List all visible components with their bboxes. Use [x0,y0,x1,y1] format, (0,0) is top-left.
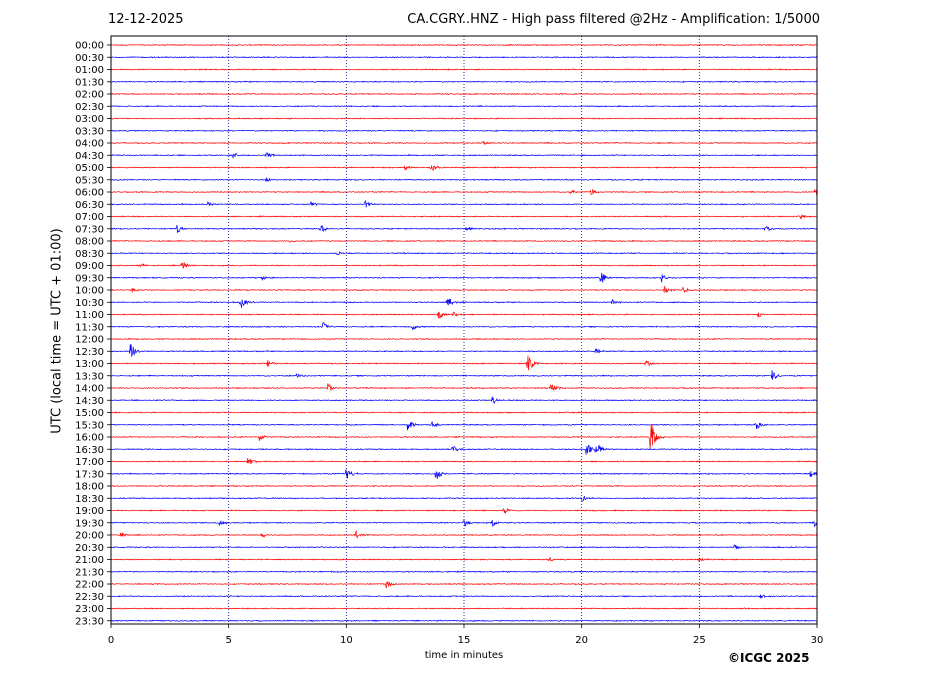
row-label: 10:30 [75,298,104,309]
row-label: 03:30 [75,126,104,137]
row-label: 06:00 [75,188,104,199]
row-label: 19:00 [75,506,104,517]
trace-0400 [110,140,818,146]
row-label: 12:00 [75,335,104,346]
row-label: 13:00 [75,359,104,370]
row-label: 20:30 [75,543,104,554]
trace-2330 [110,619,818,622]
x-tick-label: 5 [225,635,231,646]
trace-0300 [110,117,818,120]
row-label: 12:30 [75,347,104,358]
row-label: 00:00 [75,41,104,52]
row-label: 11:30 [75,322,104,333]
row-label: 02:30 [75,102,104,113]
row-label: 23:00 [75,604,104,615]
trace-1630 [110,444,818,455]
trace-1700 [110,458,818,464]
copyright-label: ©ICGC 2025 [728,651,810,665]
row-label: 02:00 [75,90,104,101]
trace-2130 [110,570,818,574]
x-tick-label: 25 [693,635,706,646]
trace-0600 [110,188,818,196]
trace-0330 [110,129,818,132]
trace-1130 [110,322,818,331]
row-label: 17:30 [75,469,104,480]
row-label: 03:00 [75,114,104,125]
trace-2200 [110,581,818,589]
row-label: 22:30 [75,592,104,603]
trace-1030 [110,298,818,308]
row-label: 06:30 [75,200,104,211]
row-label: 18:00 [75,482,104,493]
row-label: 14:00 [75,384,104,395]
row-label: 07:30 [75,224,104,235]
row-label: 09:00 [75,261,104,272]
trace-1500 [110,411,818,414]
row-label: 21:00 [75,555,104,566]
row-label: 08:30 [75,249,104,260]
chart-title: CA.CGRY..HNZ - High pass filtered @2Hz -… [407,12,820,27]
row-label: 21:30 [75,567,104,578]
grid-layer [228,36,700,624]
row-label: 01:00 [75,65,104,76]
row-label: 10:00 [75,286,104,297]
trace-0430 [110,152,818,158]
row-label: 05:00 [75,163,104,174]
row-label: 01:30 [75,77,104,88]
trace-0500 [110,165,818,172]
trace-1100 [110,311,818,319]
x-tick-label: 0 [108,635,114,646]
date-label: 12-12-2025 [108,12,184,27]
row-label: 22:00 [75,580,104,591]
row-label: 08:00 [75,237,104,248]
trace-2300 [110,607,818,610]
row-label: 00:30 [75,53,104,64]
y-axis-label: UTC (local time = UTC + 01:00) [49,228,65,434]
x-axis-label: time in minutes [424,650,504,661]
row-label: 18:30 [75,494,104,505]
row-label: 05:30 [75,175,104,186]
row-label: 15:00 [75,408,104,419]
plot-frame [110,35,818,625]
x-ticks: 0 5 10 15 20 25 30 [108,624,824,646]
x-tick-label: 15 [458,635,471,646]
trace-1600 [111,424,818,450]
trace-0900 [110,262,818,270]
x-tick-label: 30 [811,635,824,646]
row-label: 09:30 [75,273,104,284]
row-label: 14:30 [75,396,104,407]
row-label: 04:30 [75,151,104,162]
row-label: 11:00 [75,310,104,321]
row-label: 13:30 [75,371,104,382]
trace-0930 [110,272,818,283]
row-label: 16:00 [75,433,104,444]
trace-0530 [110,177,818,183]
row-label: 16:30 [75,445,104,456]
trace-1430 [111,396,817,404]
row-label: 19:30 [75,518,104,529]
trace-1900 [110,507,818,514]
row-label: 04:00 [75,139,104,150]
row-label: 20:00 [75,531,104,542]
trace-2230 [111,594,818,600]
row-label: 07:00 [75,212,104,223]
trace-1000 [110,285,818,294]
row-label: 17:00 [75,457,104,468]
trace-0230 [110,105,818,108]
x-tick-label: 10 [340,635,353,646]
row-label: 15:30 [75,420,104,431]
trace-1530 [110,421,818,431]
row-label: 23:30 [75,616,104,627]
x-tick-label: 20 [575,635,588,646]
